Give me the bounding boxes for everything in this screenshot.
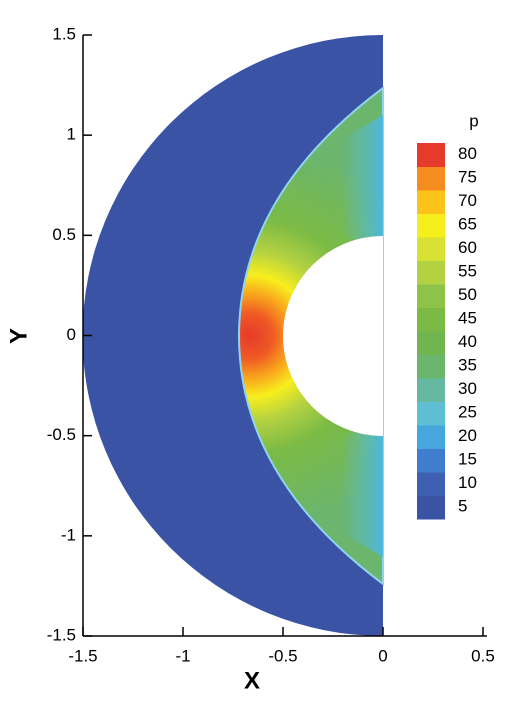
colorbar-label: 75 xyxy=(458,168,477,187)
colorbar-label: 30 xyxy=(458,379,477,398)
y-tick-label: -1 xyxy=(61,525,76,544)
colorbar-swatch xyxy=(417,354,445,379)
x-tick-label: 0.5 xyxy=(471,646,495,665)
x-tick-label: -1 xyxy=(175,646,190,665)
y-tick-label: 0.5 xyxy=(52,225,76,244)
colorbar-label: 50 xyxy=(458,285,477,304)
colorbar-swatch xyxy=(417,237,445,261)
colorbar-swatch xyxy=(417,143,445,167)
x-tick-label: -0.5 xyxy=(268,646,297,665)
cylinder xyxy=(283,236,383,436)
colorbar-title: p xyxy=(469,111,478,130)
colorbar-swatch xyxy=(417,166,445,191)
low-pressure-top xyxy=(340,115,383,250)
colorbar-label: 40 xyxy=(458,332,477,351)
colorbar-swatch xyxy=(417,307,445,332)
colorbar-swatch xyxy=(417,331,445,355)
y-tick-label: -1.5 xyxy=(47,625,76,644)
colorbar-swatch xyxy=(417,495,445,520)
colorbar-label: 15 xyxy=(458,450,477,469)
colorbar-label: 65 xyxy=(458,215,477,234)
y-tick-label: 0 xyxy=(67,325,76,344)
colorbar-swatch xyxy=(417,472,445,496)
colorbar-label: 20 xyxy=(458,426,477,445)
y-tick-label: 1 xyxy=(67,125,76,144)
colorbar-label: 45 xyxy=(458,309,477,328)
colorbar-label: 80 xyxy=(458,144,477,163)
colorbar-swatch xyxy=(417,401,445,426)
colorbar-swatch xyxy=(417,260,445,285)
x-tick-label: -1.5 xyxy=(68,646,97,665)
colorbar-swatch xyxy=(417,425,445,449)
colorbar-label: 35 xyxy=(458,356,477,375)
colorbar-label: 5 xyxy=(458,497,467,516)
colorbar-label: 10 xyxy=(458,473,477,492)
colorbar-swatch xyxy=(417,448,445,473)
colorbar-swatch xyxy=(417,284,445,308)
y-tick-label: 1.5 xyxy=(52,24,76,43)
colorbar-label: 70 xyxy=(458,191,477,210)
colorbar-label: 60 xyxy=(458,238,477,257)
colorbar-swatch xyxy=(417,190,445,214)
low-pressure-bottom xyxy=(340,422,383,557)
colorbar-swatch xyxy=(417,213,445,238)
y-axis-title: Y xyxy=(5,328,32,344)
colorbar-label: 25 xyxy=(458,403,477,422)
colorbar-swatch xyxy=(417,378,445,402)
y-tick-label: -0.5 xyxy=(47,425,76,444)
x-axis-title: X xyxy=(244,667,260,694)
x-tick-label: 0 xyxy=(378,646,387,665)
field xyxy=(82,35,384,636)
colorbar-label: 55 xyxy=(458,262,477,281)
